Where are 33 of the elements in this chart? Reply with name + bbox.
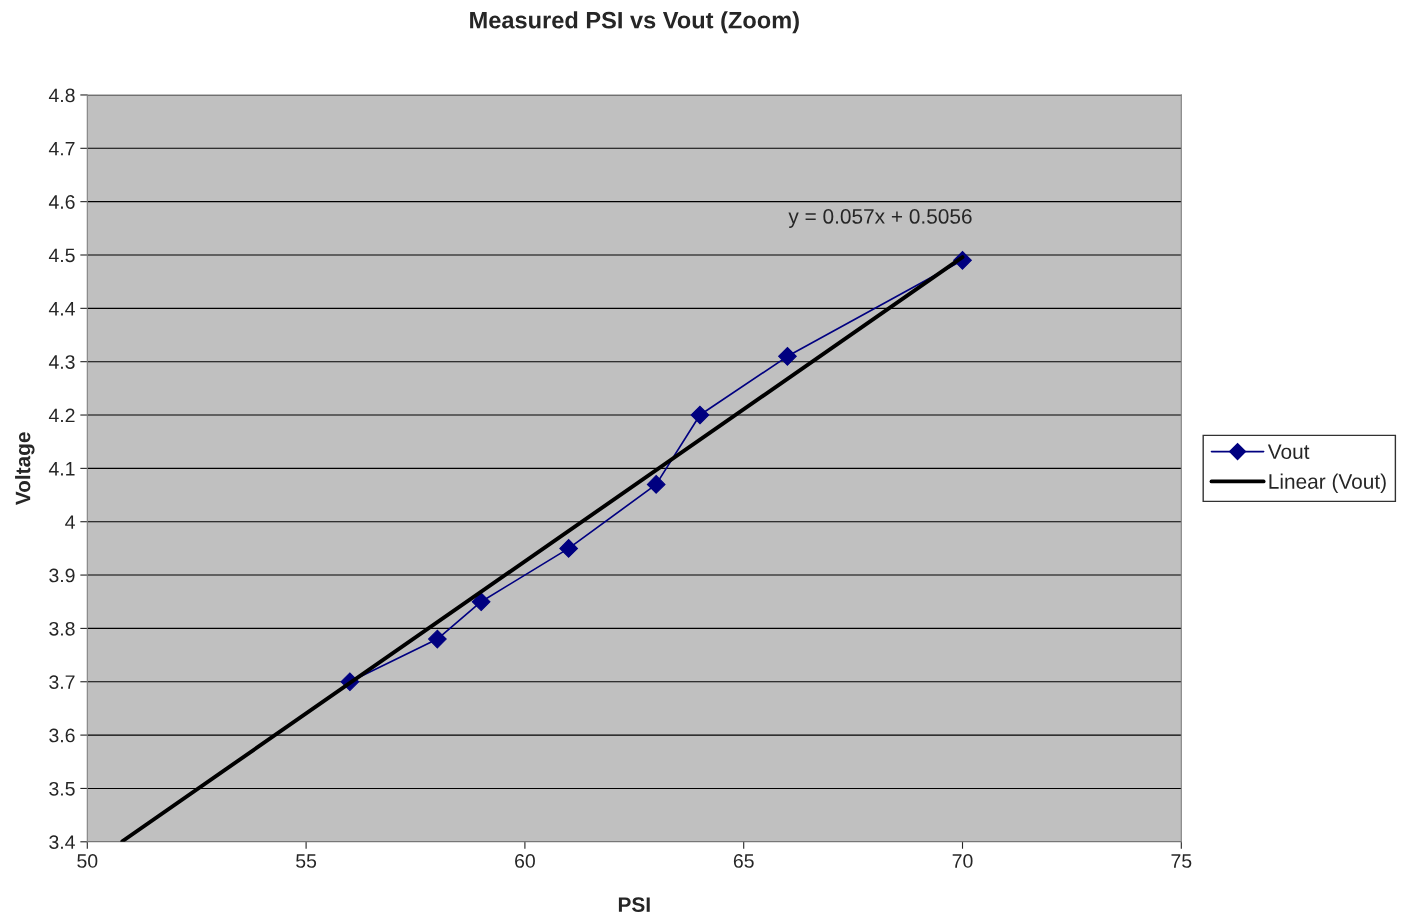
x-tick-label: 60 xyxy=(515,854,535,868)
chart-title: Measured PSI vs Vout (Zoom) xyxy=(470,11,799,34)
x-tick-label: 75 xyxy=(1171,854,1192,868)
y-tick-label: 4.5 xyxy=(48,248,75,263)
y-tick-label: 4.3 xyxy=(48,355,75,369)
y-tick-label: 3.7 xyxy=(49,675,75,689)
annotation: y = 0.057x + 0.5056 xyxy=(788,209,972,228)
x-axis-title: PSI xyxy=(618,897,650,913)
point xyxy=(428,629,447,649)
x-tick-label: 65 xyxy=(733,854,754,868)
y-tick-label: 4 xyxy=(65,515,75,529)
y-tick-label: 4.1 xyxy=(48,462,75,476)
y-tick-label: 4.6 xyxy=(48,195,75,209)
x-tick-label: 55 xyxy=(296,854,317,868)
y-tick-label: 3.4 xyxy=(49,835,75,850)
y-tick-label: 3.5 xyxy=(49,781,75,796)
y-tick-label: 3.6 xyxy=(49,728,75,743)
legend-label: Vout xyxy=(1267,444,1310,460)
legend-label: Linear (Vout) xyxy=(1269,473,1386,493)
point xyxy=(471,592,491,612)
y-tick-label: 3.9 xyxy=(49,568,75,583)
y-tick-label: 4.8 xyxy=(48,88,75,103)
y-tick-label: 4.7 xyxy=(48,141,75,156)
point xyxy=(646,475,666,494)
point xyxy=(559,539,579,558)
y-tick-label: 4.4 xyxy=(48,302,75,316)
point xyxy=(778,346,797,366)
x-tick-label: 70 xyxy=(952,854,973,868)
y-tick-label: 4.2 xyxy=(48,408,75,423)
y-tick-label: 3.8 xyxy=(49,621,75,636)
x-tick-label: 50 xyxy=(77,854,98,868)
point xyxy=(690,405,710,425)
y-axis-title: Voltage xyxy=(15,432,35,506)
